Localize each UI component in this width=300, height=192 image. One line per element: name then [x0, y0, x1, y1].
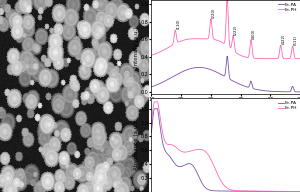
Fe-PH: [294, 57, 298, 60]
Legend: Fe-PA, Fe-PH: Fe-PA, Fe-PH: [278, 101, 298, 111]
Fe-PA: [150, 131, 153, 133]
Text: (222): (222): [234, 24, 238, 35]
Fe-PA: [210, 189, 214, 192]
Fe-PH: [152, 101, 156, 103]
Text: (511): (511): [293, 35, 298, 45]
Fe-PH: [222, 42, 226, 45]
Fe-PH: [268, 190, 272, 192]
Y-axis label: Absorbance (a.u.): Absorbance (a.u.): [134, 121, 139, 170]
Fe-PA: [298, 91, 300, 93]
Text: (422): (422): [282, 34, 286, 44]
Fe-PA: [268, 190, 272, 192]
Text: (110): (110): [176, 19, 180, 29]
Fe-PA: [157, 83, 161, 85]
Fe-PA: [225, 55, 229, 57]
Fe-PH: [298, 57, 300, 60]
Fe-PH: [266, 190, 269, 192]
Fe-PH: [150, 54, 153, 56]
Text: (220): (220): [212, 7, 216, 18]
Fe-PH: [157, 51, 161, 54]
Fe-PA: [215, 190, 219, 192]
Line: Fe-PH: Fe-PH: [152, 102, 300, 191]
Fe-PH: [267, 57, 270, 60]
Fe-PA: [152, 108, 156, 110]
Fe-PA: [252, 190, 255, 192]
Legend: Fe-PA, Fe-PH: Fe-PA, Fe-PH: [278, 2, 298, 12]
Fe-PH: [252, 190, 255, 192]
Y-axis label: Intensity (a.u.): Intensity (a.u.): [134, 27, 139, 67]
Fe-PH: [294, 57, 298, 60]
Fe-PA: [218, 73, 222, 75]
Fe-PA: [294, 91, 298, 93]
Fe-PA: [294, 91, 298, 93]
Text: (400): (400): [252, 28, 256, 39]
Line: Fe-PA: Fe-PA: [152, 109, 300, 192]
Line: Fe-PH: Fe-PH: [152, 0, 300, 59]
Fe-PA: [150, 86, 153, 88]
Fe-PA: [165, 152, 169, 154]
Fe-PH: [218, 40, 222, 42]
Line: Fe-PA: Fe-PA: [152, 56, 300, 92]
Fe-PH: [150, 122, 153, 124]
Fe-PH: [210, 160, 214, 162]
Fe-PA: [266, 190, 269, 192]
X-axis label: 2θ (degree): 2θ (degree): [207, 103, 244, 108]
Fe-PA: [222, 75, 226, 77]
Fe-PA: [267, 90, 270, 92]
Fe-PA: [298, 190, 300, 192]
Fe-PH: [165, 143, 169, 145]
Fe-PH: [298, 190, 300, 192]
Fe-PH: [215, 172, 219, 174]
